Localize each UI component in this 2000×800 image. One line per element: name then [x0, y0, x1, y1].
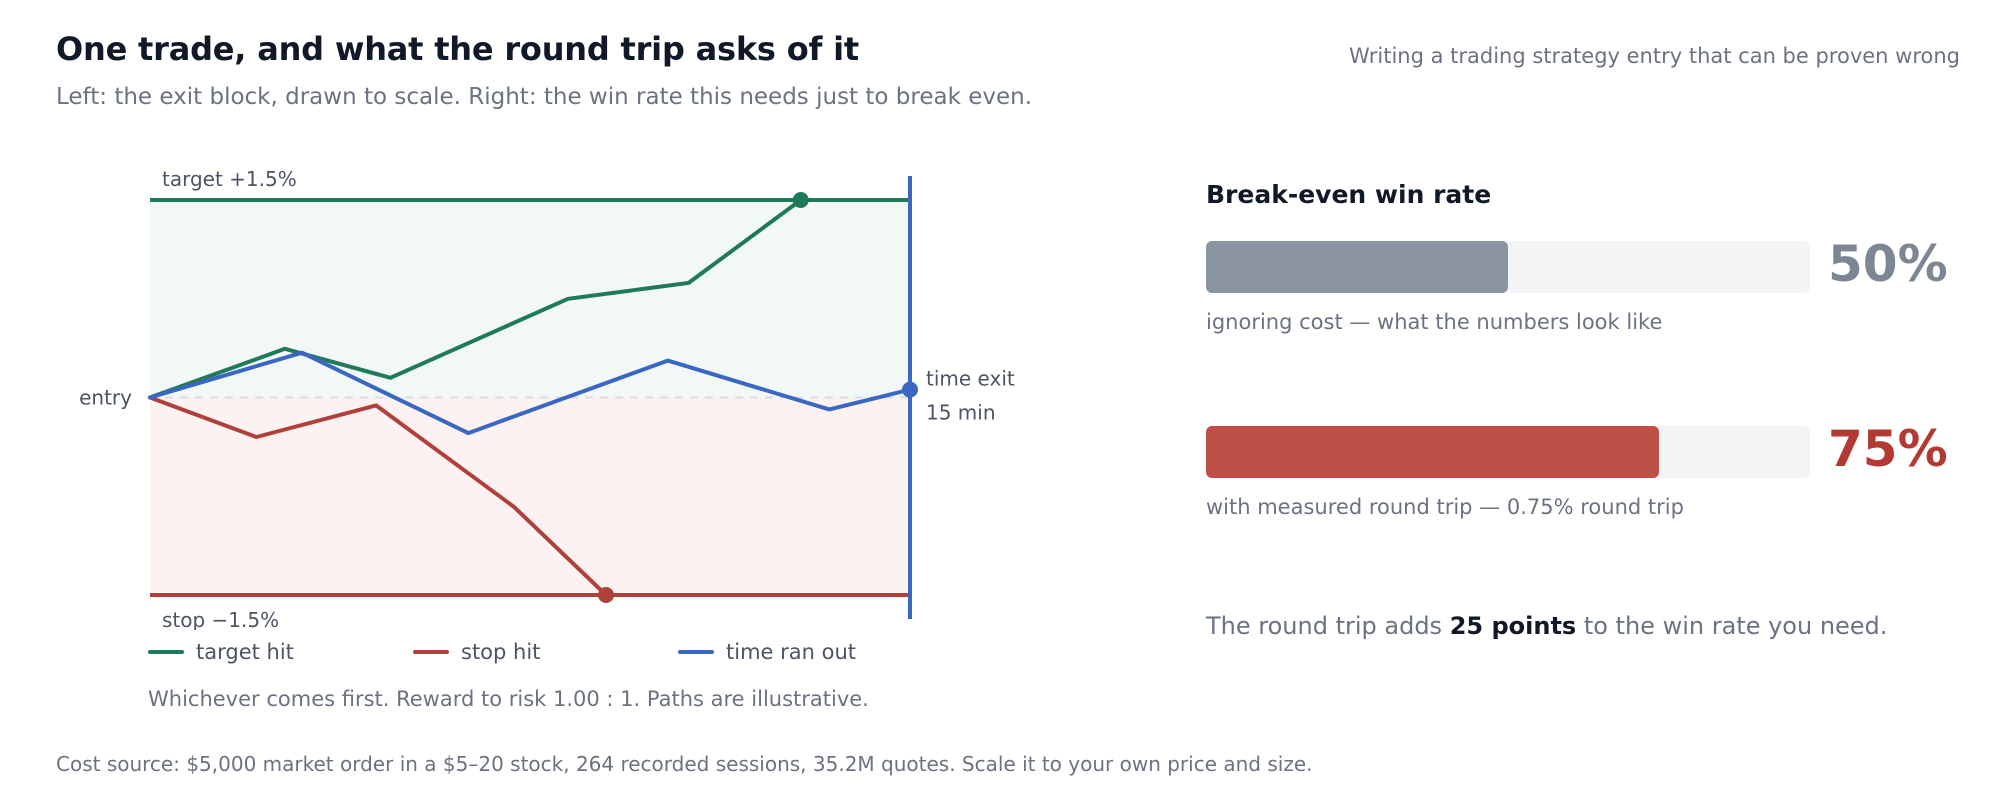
stop-zone [150, 397, 910, 595]
context-label: Writing a trading strategy entry that ca… [1348, 44, 1960, 68]
legend-swatch-time-ran-out [678, 650, 714, 654]
stop-hit-path [148, 395, 608, 597]
summary-suffix: to the win rate you need. [1576, 612, 1888, 640]
chart-note: Whichever comes first. Reward to risk 1.… [148, 687, 869, 711]
bar-caption-ignoring-cost: ignoring cost — what the numbers look li… [1206, 310, 1663, 334]
break-even-panel: Break-even win rate 50% ignoring cost — … [1206, 180, 1966, 640]
legend-item-time-ran-out: time ran out [678, 640, 856, 664]
stop-label: stop −1.5% [162, 608, 279, 630]
page-subtitle: Left: the exit block, drawn to scale. Ri… [56, 84, 1033, 110]
legend-item-target-hit: target hit [148, 640, 294, 664]
panel-title: Break-even win rate [1206, 180, 1492, 209]
target-label: target +1.5% [162, 167, 297, 191]
target-hit-marker [792, 192, 809, 208]
entry-label: entry [79, 386, 132, 410]
time-exit-label: time exit [926, 367, 1015, 391]
target-hit-path [148, 198, 803, 400]
target-zone [150, 200, 910, 398]
exit-block-chart: target +1.5% stop −1.5% entry time exit … [79, 167, 1015, 630]
legend-label: target hit [196, 640, 294, 664]
bar-track [1206, 241, 1810, 293]
legend-label: stop hit [461, 640, 541, 664]
stop-hit-marker [598, 587, 614, 603]
time-ran-out-path [148, 350, 912, 436]
time-exit-duration: 15 min [926, 401, 996, 425]
summary-text: The round trip adds 25 points to the win… [1206, 612, 1887, 640]
legend-swatch-stop-hit [413, 650, 449, 654]
bar-row-with-round-trip: 75% [1206, 420, 1966, 478]
bar-row-ignoring-cost: 50% [1206, 235, 1966, 293]
chart-legend: target hit stop hit time ran out [148, 640, 968, 672]
bar-fill-with-round-trip [1206, 426, 1659, 478]
cost-source-footnote: Cost source: $5,000 market order in a $5… [56, 752, 1313, 776]
time-exit-marker [902, 381, 918, 398]
legend-label: time ran out [726, 640, 856, 664]
bar-caption-with-round-trip: with measured round trip — 0.75% round t… [1206, 495, 1684, 519]
summary-prefix: The round trip adds [1206, 612, 1450, 640]
bar-fill-ignoring-cost [1206, 241, 1508, 293]
bar-track [1206, 426, 1810, 478]
bar-value-ignoring-cost: 50% [1828, 235, 1948, 293]
summary-emphasis: 25 points [1449, 612, 1577, 640]
legend-swatch-target-hit [148, 650, 184, 654]
legend-item-stop-hit: stop hit [413, 640, 540, 664]
page-title: One trade, and what the round trip asks … [56, 30, 860, 68]
bar-value-with-round-trip: 75% [1828, 420, 1948, 478]
